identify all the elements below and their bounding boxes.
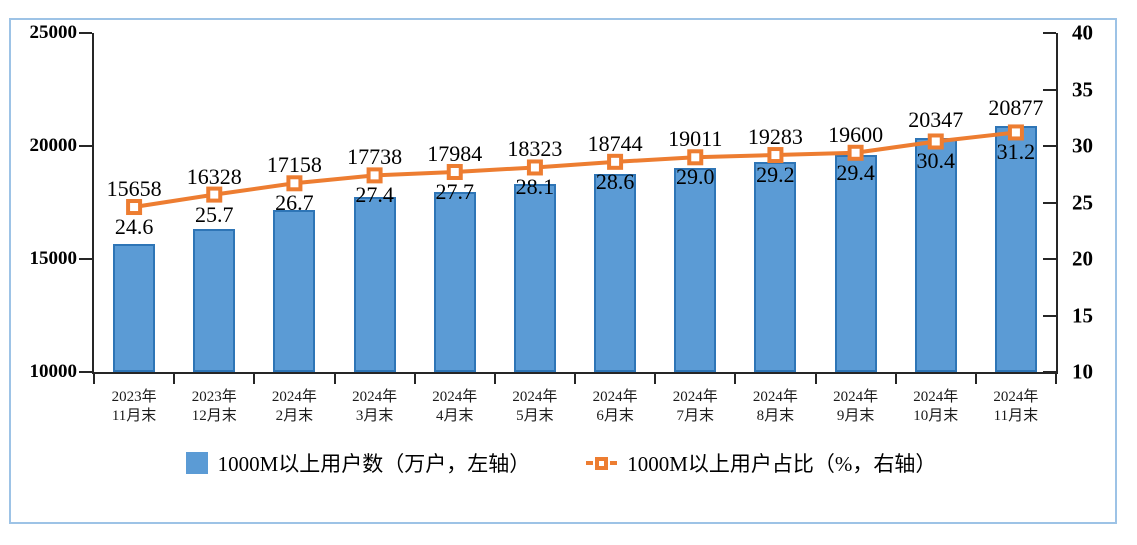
pct-value-label: 24.6: [114, 214, 154, 240]
bar: [754, 162, 797, 372]
x-axis-tick: [814, 374, 817, 384]
legend-item-line-series: 1000M以上用户占比（%，右轴）: [586, 448, 936, 478]
legend: 1000M以上用户数（万户，左轴） 1000M以上用户占比（%，右轴）: [9, 448, 1113, 478]
right-axis-label: 15: [1072, 303, 1093, 327]
pct-value-label: 31.2: [996, 139, 1036, 165]
right-axis-tick: [1043, 32, 1056, 34]
bar-series-swatch-icon: [185, 452, 208, 474]
pct-value-label: 27.7: [435, 178, 475, 204]
bar: [193, 228, 236, 372]
bar-value-label: 17158: [266, 152, 322, 178]
pct-value-label: 25.7: [195, 201, 234, 227]
bar: [594, 174, 637, 372]
bar-value-label: 15658: [106, 176, 162, 202]
x-axis-tick: [974, 374, 977, 384]
x-axis-tick: [574, 374, 576, 384]
left-axis-label: 10000: [29, 361, 78, 382]
bar-value-label: 17984: [427, 140, 483, 166]
bar-value-label: 19011: [668, 126, 723, 152]
bar: [353, 197, 396, 372]
right-axis-line: [1056, 33, 1058, 372]
legend-label-line-series: 1000M以上用户占比（%，右轴）: [627, 452, 937, 476]
x-axis-tick: [173, 374, 176, 384]
right-axis-label: 10: [1072, 359, 1093, 384]
pct-value-label: 29.2: [756, 162, 795, 188]
x-axis-tick: [654, 374, 657, 384]
x-axis-tick: [493, 374, 496, 384]
pct-value-label: 30.4: [916, 148, 956, 174]
bar-value-label: 18323: [507, 136, 563, 162]
left-axis-tick: [79, 371, 92, 373]
x-category-label: 2024年 9月末: [833, 389, 879, 424]
bar-value-label: 19283: [747, 124, 803, 150]
right-axis-tick: [1043, 371, 1056, 373]
x-category-label: 2024年 4月末: [432, 389, 478, 424]
x-axis-line: [92, 372, 1058, 374]
legend-item-bar-series: 1000M以上用户数（万户，左轴）: [185, 448, 531, 478]
x-category-label: 2024年 6月末: [592, 389, 638, 424]
bar: [113, 244, 156, 372]
bar-value-label: 17738: [347, 144, 403, 170]
right-axis-tick: [1043, 201, 1056, 204]
right-axis-tick: [1043, 88, 1056, 91]
line-series-swatch-icon: [586, 456, 618, 470]
bar: [513, 183, 556, 372]
left-axis-tick: [79, 32, 92, 34]
x-axis-tick: [1055, 374, 1057, 384]
left-axis-tick: [79, 145, 92, 147]
x-category-label: 2024年 11月末: [993, 389, 1039, 424]
x-category-label: 2024年 8月末: [752, 389, 798, 424]
left-axis-tick: [79, 258, 92, 260]
right-axis-label: 35: [1072, 77, 1093, 101]
x-category-label: 2024年 7月末: [672, 389, 718, 424]
bar: [433, 191, 476, 372]
x-category-label: 2023年 12月末: [191, 389, 237, 424]
x-category-label: 2024年 5月末: [512, 389, 558, 424]
left-axis-line: [92, 33, 94, 372]
right-axis-label: 20: [1072, 246, 1093, 271]
bar-value-label: 16328: [186, 163, 242, 189]
pct-value-label: 27.4: [355, 182, 394, 208]
left-axis-label: 25000: [29, 22, 78, 43]
right-axis-tick: [1043, 314, 1056, 317]
left-axis-label: 20000: [29, 135, 78, 156]
x-axis-tick: [253, 374, 256, 384]
pct-value-label: 29.4: [836, 159, 875, 185]
pct-value-label: 26.7: [275, 190, 314, 216]
right-axis-tick: [1043, 258, 1056, 260]
right-axis-label: 30: [1072, 133, 1093, 158]
bar: [273, 210, 316, 372]
bar-value-label: 19600: [828, 121, 884, 147]
bar: [674, 168, 717, 372]
legend-label-bar-series: 1000M以上用户数（万户，左轴）: [217, 452, 531, 476]
pct-value-label: 28.6: [595, 168, 635, 194]
left-axis-label: 15000: [29, 248, 78, 269]
x-axis-tick: [894, 374, 897, 384]
right-axis-tick: [1043, 145, 1056, 147]
x-axis-tick: [93, 374, 95, 384]
x-axis-tick: [413, 374, 416, 384]
bar: [834, 155, 877, 372]
bar-value-label: 20347: [908, 107, 964, 133]
right-axis-label: 40: [1072, 20, 1093, 45]
x-category-label: 2024年 10月末: [913, 389, 959, 424]
bar-value-label: 18744: [587, 130, 643, 156]
bar-value-label: 20877: [988, 95, 1044, 121]
x-category-label: 2023年 11月末: [111, 389, 157, 424]
x-axis-tick: [333, 374, 336, 384]
pct-value-label: 28.1: [515, 174, 555, 200]
x-category-label: 2024年 2月末: [271, 389, 317, 424]
x-axis-tick: [734, 374, 737, 384]
x-category-label: 2024年 3月末: [352, 389, 398, 424]
right-axis-label: 25: [1072, 190, 1093, 214]
pct-value-label: 29.0: [676, 164, 715, 190]
